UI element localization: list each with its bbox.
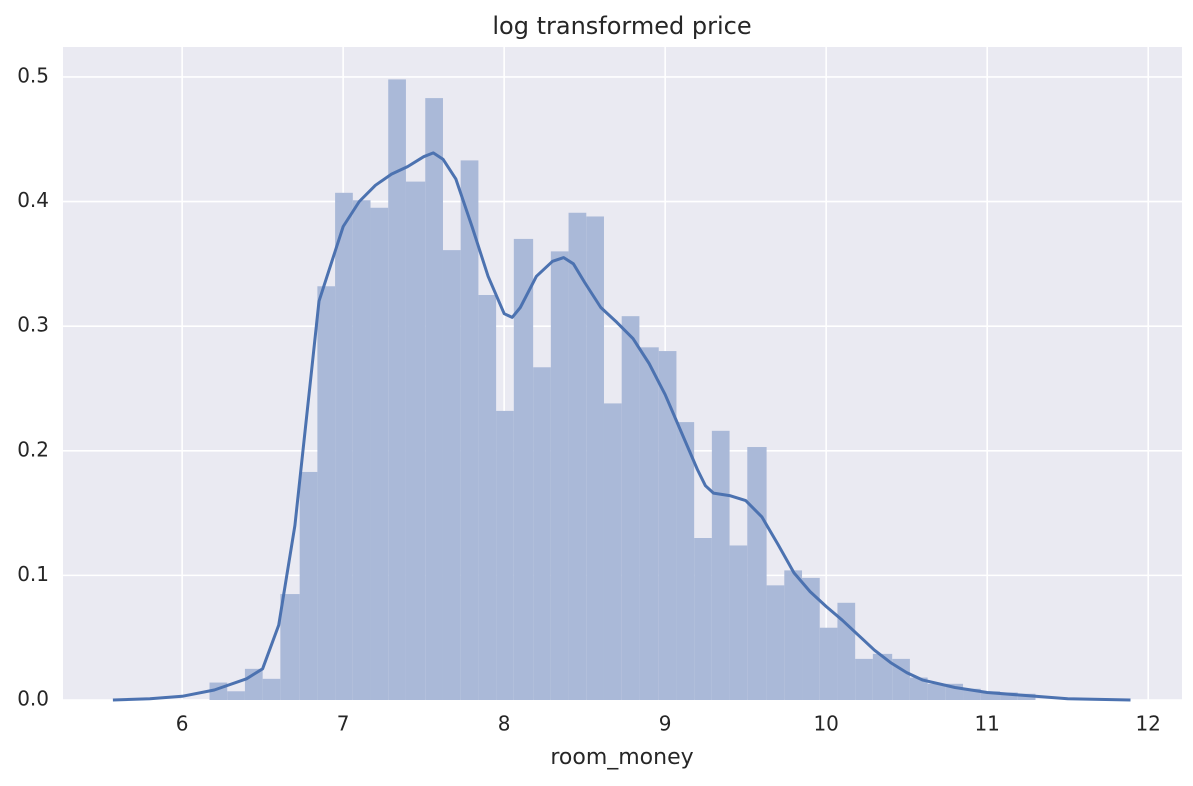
bar bbox=[927, 683, 946, 700]
x-tick-label: 12 bbox=[1135, 712, 1160, 736]
bar bbox=[872, 653, 893, 700]
y-tick-label: 0.0 bbox=[17, 687, 49, 711]
bar bbox=[729, 545, 748, 700]
bar bbox=[909, 677, 928, 700]
kde-line bbox=[112, 151, 1131, 702]
y-tick-label: 0.3 bbox=[17, 313, 49, 337]
y-tick-label: 0.4 bbox=[17, 188, 49, 212]
bar bbox=[766, 585, 785, 700]
x-tick-label: 8 bbox=[498, 712, 511, 736]
bar bbox=[711, 430, 730, 700]
bar bbox=[586, 216, 604, 701]
bar bbox=[621, 316, 640, 700]
bar bbox=[855, 658, 873, 700]
bar bbox=[747, 447, 767, 700]
bar bbox=[550, 251, 569, 701]
bar bbox=[603, 403, 622, 700]
bar bbox=[784, 570, 803, 700]
bar bbox=[317, 286, 336, 700]
bar bbox=[980, 691, 1001, 700]
x-tick-label: 10 bbox=[813, 712, 838, 736]
chart-title: log transformed price bbox=[492, 12, 751, 40]
y-tick-label: 0.2 bbox=[17, 437, 49, 461]
bar bbox=[227, 691, 245, 700]
bar bbox=[280, 594, 300, 700]
bar bbox=[513, 238, 534, 700]
x-tick-label: 11 bbox=[974, 712, 999, 736]
bar bbox=[892, 658, 910, 700]
bar bbox=[639, 347, 659, 700]
x-tick-label: 7 bbox=[337, 712, 350, 736]
y-tick-label: 0.5 bbox=[17, 63, 49, 87]
bar bbox=[405, 181, 426, 701]
bar bbox=[460, 160, 479, 701]
bar bbox=[658, 351, 677, 700]
bar bbox=[963, 688, 981, 700]
bar bbox=[802, 577, 820, 700]
bar bbox=[819, 627, 838, 700]
bar bbox=[676, 422, 695, 700]
x-tick-label: 6 bbox=[176, 712, 189, 736]
bar bbox=[425, 98, 443, 701]
bar bbox=[568, 212, 587, 700]
bar bbox=[299, 471, 318, 700]
bar bbox=[533, 367, 551, 700]
x-axis-label: room_money bbox=[550, 745, 693, 770]
bar bbox=[442, 250, 461, 700]
bar bbox=[388, 79, 406, 701]
bar bbox=[496, 410, 514, 700]
bar bbox=[1000, 692, 1018, 700]
bar bbox=[694, 537, 712, 700]
x-tick-label: 9 bbox=[659, 712, 672, 736]
bar bbox=[262, 678, 281, 700]
bar bbox=[352, 200, 371, 701]
bar bbox=[478, 294, 497, 700]
bar bbox=[370, 207, 389, 700]
bar bbox=[335, 192, 353, 700]
y-tick-label: 0.1 bbox=[17, 562, 49, 586]
